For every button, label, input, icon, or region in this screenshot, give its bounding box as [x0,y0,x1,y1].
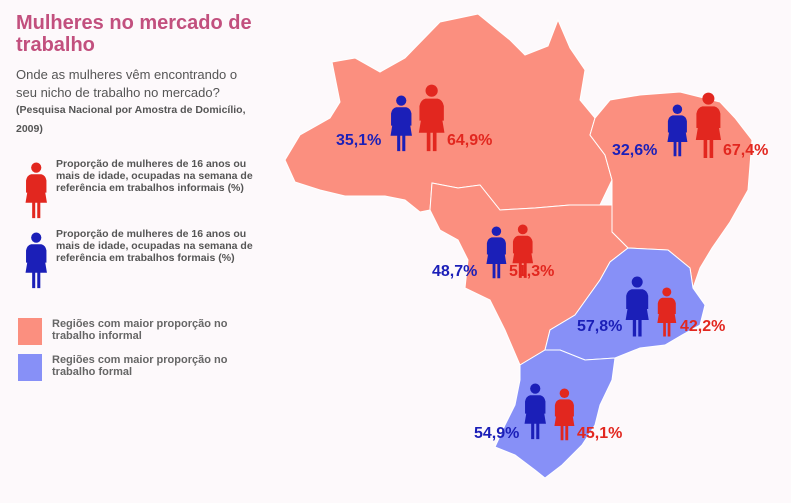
woman-figure-informal-center-west [512,224,534,278]
swatch-formal-color [18,354,42,381]
center-west-informal-value: 51,3% [509,263,555,280]
woman-figure-formal-south [524,383,546,440]
source-note: (Pesquisa Nacional por Amostra de Domicí… [16,104,246,135]
southeast-formal-value: 57,8% [577,318,623,335]
north-formal-value: 35,1% [336,132,382,149]
southeast-informal-value: 42,2% [680,318,726,335]
woman-figure-red-icon [25,162,47,219]
swatch-formal-text: Regiões com maior proporção no trabalho … [52,354,228,378]
woman-figure-informal-south [554,388,575,441]
woman-figure-informal-southeast [657,287,677,337]
swatch-informal-color [18,318,42,345]
swatch-informal-text: Regiões com maior proporção no trabalho … [52,318,228,342]
subtitle: Onde as mulheres vêm encontrando o seu n… [16,67,238,100]
legend-informal-text: Proporção de mulheres de 16 anos ou mais… [56,158,253,194]
south-formal-value: 54,9% [474,425,520,442]
north-informal-value: 64,9% [447,132,493,149]
woman-figure-blue-icon [25,232,47,289]
woman-figure-informal-northeast [695,92,721,158]
northeast-formal-value: 32,6% [612,142,658,159]
woman-figure-formal-southeast [625,276,649,337]
northeast-informal-value: 67,4% [723,142,769,159]
woman-figure-formal-north [390,95,412,152]
center-west-formal-value: 48,7% [432,263,478,280]
page-title: Mulheres no mercado de trabalho [16,12,252,56]
woman-figure-formal-center-west [486,226,507,279]
south-informal-value: 45,1% [577,425,623,442]
woman-figure-formal-northeast [667,104,688,157]
legend-formal-text: Proporção de mulheres de 16 anos ou mais… [56,228,253,264]
woman-figure-informal-north [418,84,445,152]
